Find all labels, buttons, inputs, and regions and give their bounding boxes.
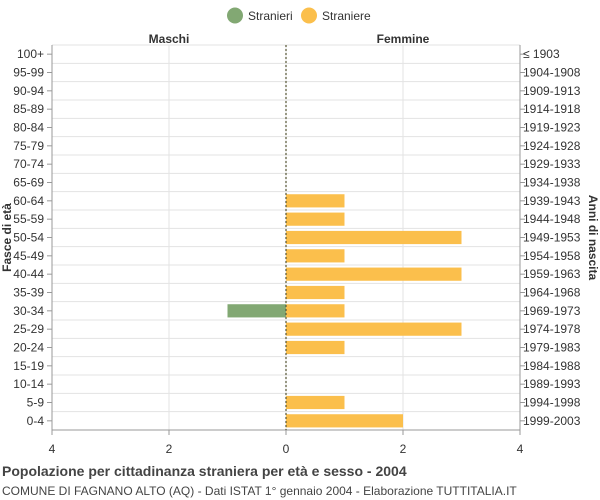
birth-year-label: 1984-1988 xyxy=(523,359,581,373)
females-header: Femmine xyxy=(377,32,430,46)
birth-year-label: 1944-1948 xyxy=(523,212,581,226)
age-label: 85-89 xyxy=(13,102,44,116)
legend-label-straniere: Straniere xyxy=(322,9,371,23)
age-label: 15-19 xyxy=(13,359,44,373)
population-pyramid-chart: Stranieri Straniere Maschi Femmine 100+ ≤ … xyxy=(0,7,600,456)
age-label: 25-29 xyxy=(13,322,44,336)
bar-straniere-20-24 xyxy=(286,340,345,355)
chart-bars xyxy=(227,194,462,428)
x-tick-label: 4 xyxy=(517,442,524,456)
bar-straniere-50-54 xyxy=(286,230,462,245)
chart-legend: Stranieri Straniere xyxy=(227,7,371,24)
x-tick-label: 2 xyxy=(166,442,173,456)
age-label: 70-74 xyxy=(13,157,44,171)
birth-year-label: 1979-1983 xyxy=(523,341,581,355)
bar-straniere-5-9 xyxy=(286,395,345,410)
birth-year-label: 1919-1923 xyxy=(523,121,581,135)
birth-year-label: 1924-1928 xyxy=(523,139,581,153)
bar-straniere-25-29 xyxy=(286,322,462,336)
age-label: 75-79 xyxy=(13,139,44,153)
bar-straniere-35-39 xyxy=(286,285,345,300)
birth-year-label: 1954-1958 xyxy=(523,249,581,263)
chart-labels: 100+ ≤ 1903 95-99 1904-1908 90-94 1909-1913 85… xyxy=(13,47,580,456)
birth-year-label: 1959-1963 xyxy=(523,267,581,281)
bar-straniere-45-49 xyxy=(286,249,345,263)
y-axis-label-right: Anni di nascita xyxy=(586,195,600,281)
birth-year-label: 1909-1913 xyxy=(523,84,581,98)
birth-year-label: 1989-1993 xyxy=(523,377,581,391)
age-label: 65-69 xyxy=(13,176,44,190)
age-label: 40-44 xyxy=(13,267,44,281)
age-label: 60-64 xyxy=(13,194,44,208)
age-label: 35-39 xyxy=(13,286,44,300)
age-label: 30-34 xyxy=(13,304,44,318)
bar-straniere-0-4 xyxy=(286,414,403,428)
birth-year-label: 1904-1908 xyxy=(523,66,581,80)
legend-swatch-straniere xyxy=(301,7,317,24)
birth-year-label: 1974-1978 xyxy=(523,322,581,336)
birth-year-label: 1929-1933 xyxy=(523,157,581,171)
age-label: 100+ xyxy=(17,47,44,61)
birth-year-label: 1934-1938 xyxy=(523,176,581,190)
bar-straniere-30-34 xyxy=(286,304,345,318)
males-header: Maschi xyxy=(149,32,190,46)
bar-straniere-60-64 xyxy=(286,194,345,208)
age-label: 5-9 xyxy=(27,396,45,410)
bar-straniere-40-44 xyxy=(286,267,462,281)
birth-year-label: 1914-1918 xyxy=(523,102,581,116)
age-label: 95-99 xyxy=(13,66,44,80)
legend-swatch-stranieri xyxy=(227,7,243,24)
x-tick-label: 4 xyxy=(49,442,56,456)
y-axis-label-left: Fasce di età xyxy=(0,203,14,272)
birth-year-label: 1949-1953 xyxy=(523,231,581,245)
age-label: 50-54 xyxy=(13,231,44,245)
bar-stranieri-30-34 xyxy=(227,304,286,318)
age-label: 80-84 xyxy=(13,121,44,135)
age-label: 0-4 xyxy=(27,414,45,428)
age-label: 10-14 xyxy=(13,377,44,391)
age-label: 20-24 xyxy=(13,341,44,355)
age-label: 90-94 xyxy=(13,84,44,98)
birth-year-label: 1999-2003 xyxy=(523,414,581,428)
x-tick-label: 2 xyxy=(400,442,407,456)
birth-year-label: 1964-1968 xyxy=(523,286,581,300)
birth-year-label: 1994-1998 xyxy=(523,396,581,410)
age-label: 55-59 xyxy=(13,212,44,226)
chart-title: Popolazione per cittadinanza straniera p… xyxy=(2,463,407,479)
birth-year-label: ≤ 1903 xyxy=(523,47,560,61)
chart-subtitle: COMUNE DI FAGNANO ALTO (AQ) - Dati ISTAT… xyxy=(2,484,517,498)
legend-label-stranieri: Stranieri xyxy=(248,9,293,23)
birth-year-label: 1969-1973 xyxy=(523,304,581,318)
birth-year-label: 1939-1943 xyxy=(523,194,581,208)
bar-straniere-55-59 xyxy=(286,212,345,226)
x-tick-label: 0 xyxy=(283,442,290,456)
age-label: 45-49 xyxy=(13,249,44,263)
